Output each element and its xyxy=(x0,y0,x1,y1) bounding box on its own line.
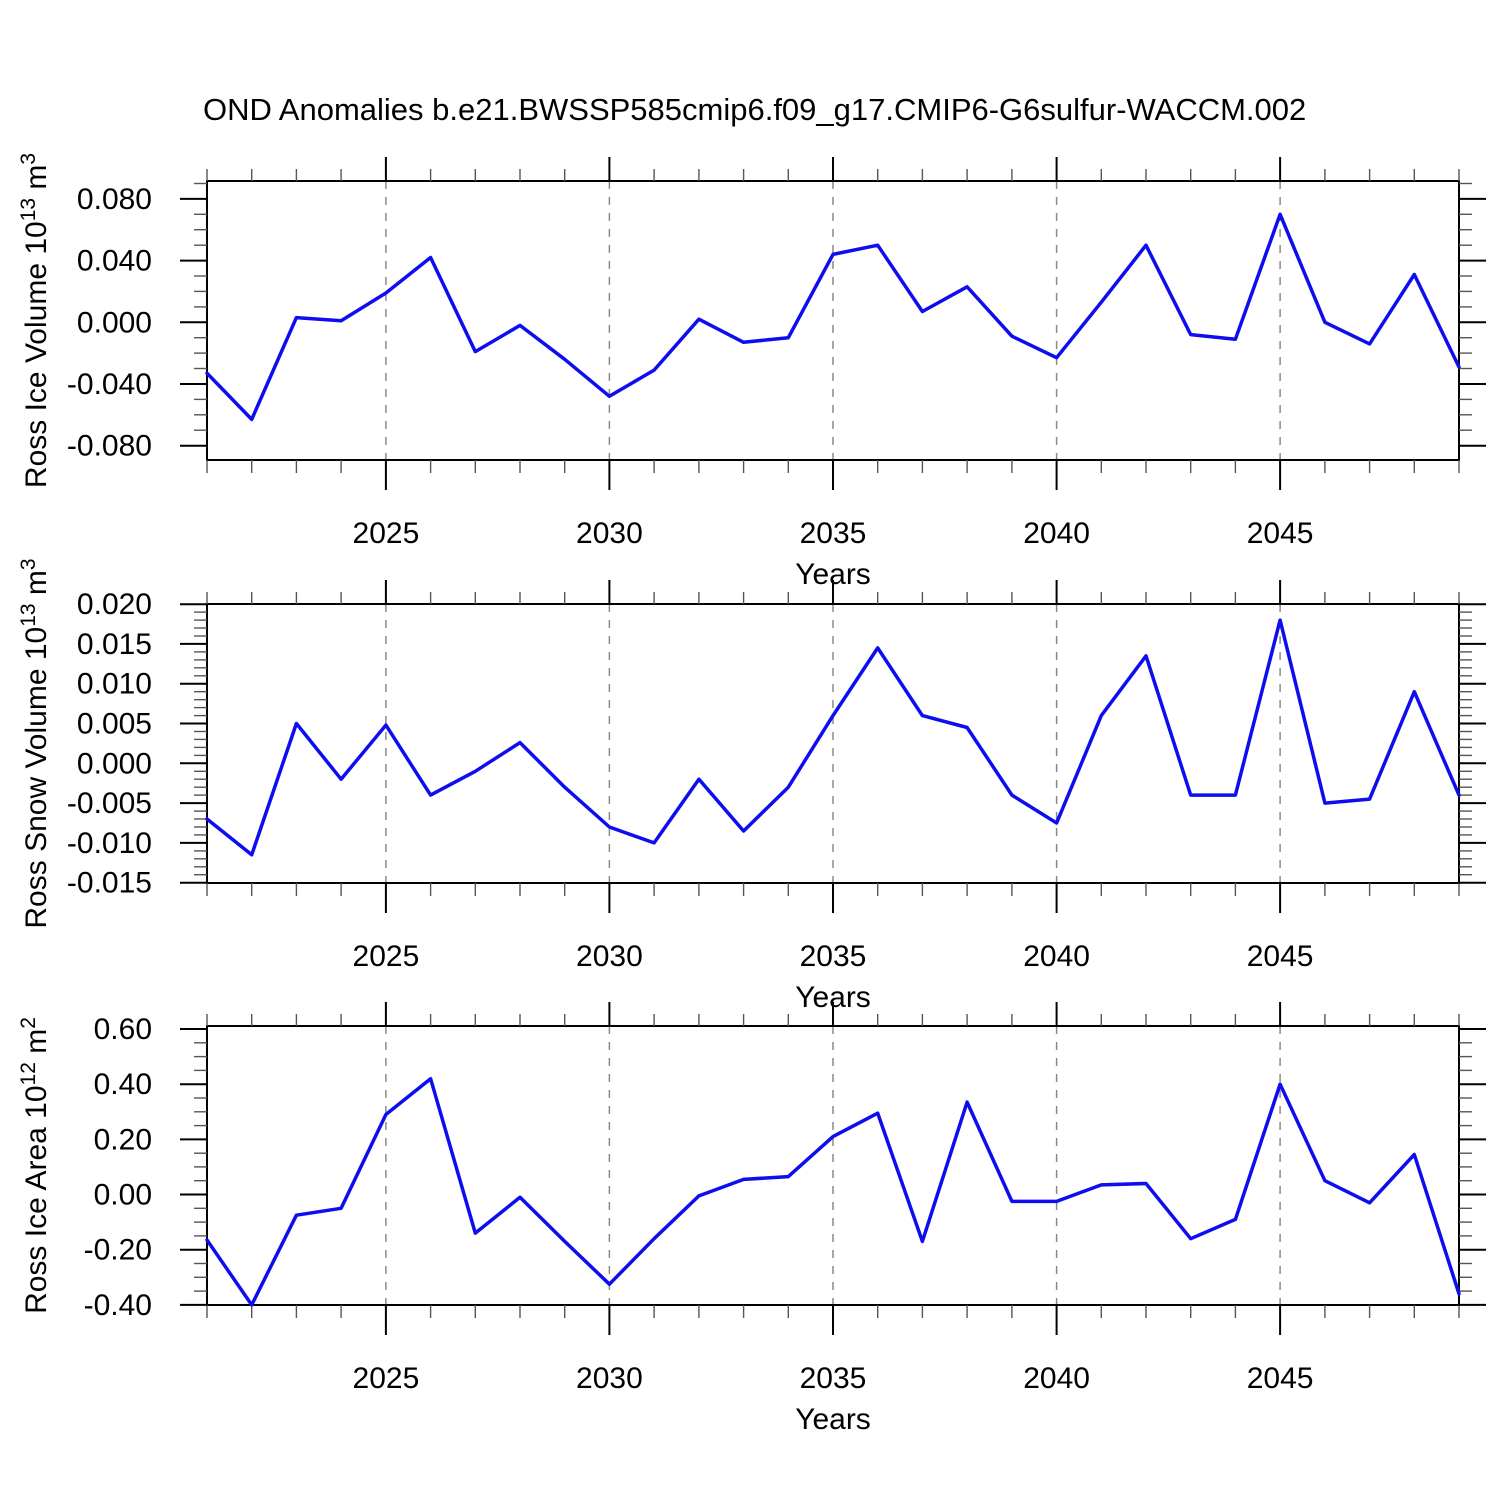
y-tick-label: 0.000 xyxy=(77,747,152,780)
series-line xyxy=(205,618,1461,857)
y-tick-label: 0.080 xyxy=(77,183,152,216)
plot-frame xyxy=(206,603,1460,884)
y-tick-labels: 0.020 0.015 0.010 0.005 0.000 -0.005 -0.010 -0.… xyxy=(67,588,152,900)
y-tick-label: -0.080 xyxy=(67,430,152,463)
y-ticks xyxy=(180,182,1486,447)
plot-frame xyxy=(206,1025,1460,1306)
x-tick-labels: 2025 2030 2035 2040 2045 xyxy=(353,517,1314,550)
y-tick-label: 0.015 xyxy=(77,628,152,661)
y-tick-label: 0.20 xyxy=(94,1123,152,1156)
y-axis-title: Ross Ice Area 1012 m2 xyxy=(17,1017,53,1314)
y-ticks xyxy=(180,1028,1486,1306)
x-tick-label: 2035 xyxy=(800,517,867,550)
y-tick-label: 0.000 xyxy=(77,306,152,339)
x-axis-title: Years xyxy=(795,1403,871,1436)
x-tick-label: 2035 xyxy=(800,1362,867,1395)
y-tick-labels: 0.60 0.40 0.20 0.00 -0.20 -0.40 xyxy=(84,1013,152,1322)
plot-frame xyxy=(206,180,1460,461)
y-tick-label: 0.010 xyxy=(77,668,152,701)
gridlines xyxy=(385,1026,1281,1305)
x-tick-label: 2045 xyxy=(1247,1362,1314,1395)
x-tick-label: 2040 xyxy=(1023,1362,1090,1395)
y-tick-label: -0.005 xyxy=(67,787,152,820)
x-tick-label: 2040 xyxy=(1023,940,1090,973)
x-tick-label: 2025 xyxy=(353,1362,420,1395)
y-tick-label: 0.60 xyxy=(94,1013,152,1046)
y-tick-label: 0.005 xyxy=(77,708,152,741)
series-line xyxy=(205,212,1461,422)
x-tick-label: 2045 xyxy=(1247,517,1314,550)
x-tick-labels: 2025 2030 2035 2040 2045 xyxy=(353,1362,1314,1395)
x-ticks xyxy=(206,1002,1460,1335)
x-tick-label: 2045 xyxy=(1247,940,1314,973)
y-tick-label: 0.020 xyxy=(77,588,152,621)
x-tick-label: 2030 xyxy=(576,517,643,550)
y-axis-title: Ross Ice Volume 1013 m3 xyxy=(17,153,53,488)
series-line xyxy=(205,1076,1461,1307)
y-tick-labels: 0.080 0.040 0.000 -0.040 -0.080 xyxy=(67,183,152,463)
y-tick-label: -0.010 xyxy=(67,827,152,860)
x-ticks xyxy=(206,157,1460,490)
panel-ross-snow-volume: 0.020 0.015 0.010 0.005 0.000 -0.005 -0.010 -0.… xyxy=(17,558,1486,1014)
chart-title: OND Anomalies b.e21.BWSSP585cmip6.f09_g1… xyxy=(203,92,1307,127)
gridlines xyxy=(385,181,1281,460)
x-tick-label: 2025 xyxy=(353,940,420,973)
x-ticks xyxy=(206,580,1460,913)
y-ticks xyxy=(180,603,1486,884)
x-tick-labels: 2025 2030 2035 2040 2045 xyxy=(353,940,1314,973)
x-tick-label: 2030 xyxy=(576,1362,643,1395)
y-tick-label: 0.40 xyxy=(94,1068,152,1101)
y-axis-title: Ross Snow Volume 1013 m3 xyxy=(17,558,53,928)
y-tick-label: 0.040 xyxy=(77,245,152,278)
y-tick-label: -0.20 xyxy=(84,1234,152,1267)
y-tick-label: -0.015 xyxy=(67,867,152,900)
y-tick-label: 0.00 xyxy=(94,1179,152,1212)
x-tick-label: 2025 xyxy=(353,517,420,550)
x-tick-label: 2030 xyxy=(576,940,643,973)
x-tick-label: 2040 xyxy=(1023,517,1090,550)
y-tick-label: -0.040 xyxy=(67,368,152,401)
x-tick-label: 2035 xyxy=(800,940,867,973)
y-tick-label: -0.40 xyxy=(84,1289,152,1322)
